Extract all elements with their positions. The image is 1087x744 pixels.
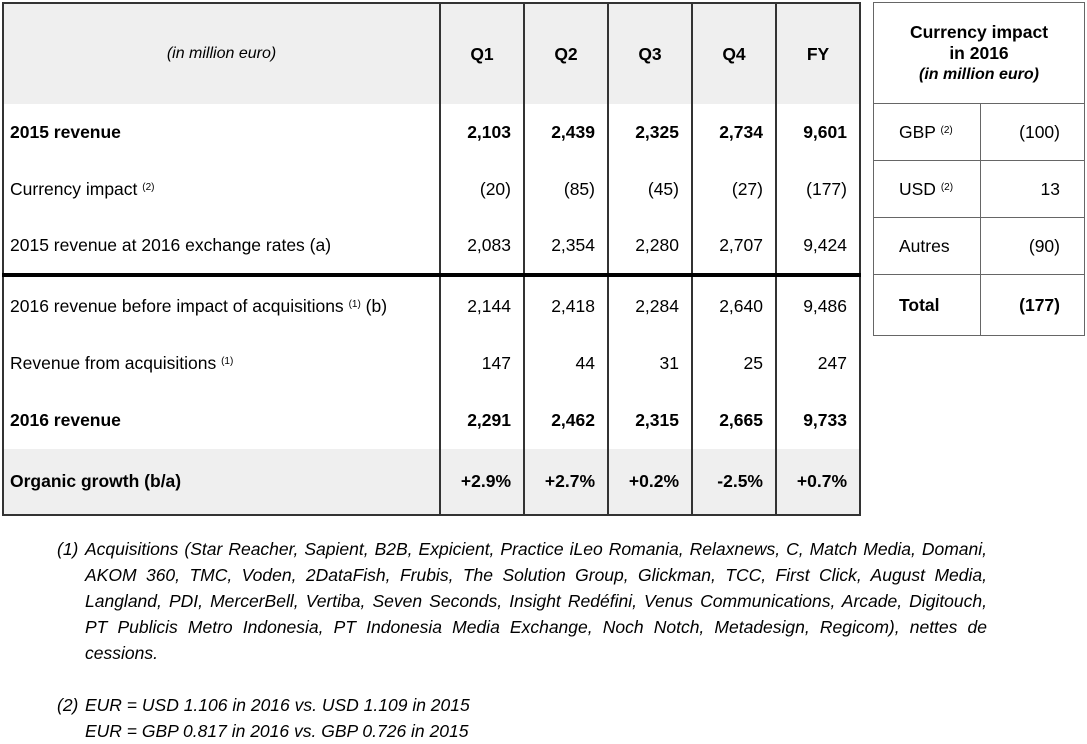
row-label: 2015 revenue — [2, 104, 441, 161]
cell-value: 44 — [523, 335, 609, 392]
footnote-text-line2: EUR = GBP 0.817 in 2016 vs. GBP 0.726 in… — [85, 721, 469, 741]
currency-row: GBP (2) (100) — [873, 103, 1085, 161]
cell-value: 2,325 — [607, 104, 693, 161]
cell-value: 2,665 — [691, 392, 777, 449]
currency-impact-table: Currency impact in 2016 (in million euro… — [873, 2, 1085, 336]
currency-title-line2: in 2016 — [949, 42, 1009, 63]
cell-value: 2,640 — [691, 273, 777, 335]
cell-value: 2,315 — [607, 392, 693, 449]
footnote-marker: (1) — [57, 539, 79, 559]
cell-value: 2,103 — [439, 104, 525, 161]
cell-value: 2,354 — [523, 218, 609, 275]
table-row: 2016 revenue 2,291 2,462 2,315 2,665 9,7… — [2, 392, 861, 449]
cell-value: 9,601 — [775, 104, 861, 161]
currency-total-row: Total (177) — [873, 274, 1085, 336]
cell-value: 2,144 — [439, 273, 525, 335]
table-row: Revenue from acquisitions (1) 147 44 31 … — [2, 335, 861, 392]
cell-value: 147 — [439, 335, 525, 392]
currency-label: Autres — [873, 217, 981, 275]
cell-value: 9,733 — [775, 392, 861, 449]
currency-value: (90) — [980, 217, 1085, 275]
cell-value: (85) — [523, 161, 609, 218]
currency-title-line1: Currency impact — [909, 21, 1049, 42]
currency-row: Autres (90) — [873, 217, 1085, 275]
revenue-table: (in million euro) Q1 Q2 Q3 Q4 FY 2015 re… — [2, 2, 861, 516]
table-row: 2015 revenue 2,103 2,439 2,325 2,734 9,6… — [2, 104, 861, 161]
cell-value: 2,418 — [523, 273, 609, 335]
table-header-row: (in million euro) Q1 Q2 Q3 Q4 FY — [2, 2, 861, 104]
cell-value: +2.9% — [439, 449, 525, 516]
column-header-q4: Q4 — [691, 2, 777, 104]
footnote-marker: (2) — [57, 695, 79, 715]
cell-value: (45) — [607, 161, 693, 218]
table-row: Currency impact (2) (20) (85) (45) (27) … — [2, 161, 861, 218]
footnotes: (1) Acquisitions (Star Reacher, Sapient,… — [57, 536, 987, 744]
footnote-text: Acquisitions (Star Reacher, Sapient, B2B… — [85, 539, 987, 663]
row-label: 2016 revenue before impact of acquisitio… — [2, 273, 441, 335]
cell-value: 2,734 — [691, 104, 777, 161]
row-label: Organic growth (b/a) — [2, 449, 441, 516]
cell-value: 2,284 — [607, 273, 693, 335]
cell-value: 2,083 — [439, 218, 525, 275]
cell-value: +0.2% — [607, 449, 693, 516]
footnote-ref: (2) — [940, 124, 953, 136]
cell-value: 2,462 — [523, 392, 609, 449]
cell-value: 247 — [775, 335, 861, 392]
currency-label: USD (2) — [873, 160, 981, 218]
row-label: Revenue from acquisitions (1) — [2, 335, 441, 392]
footnote-text-line1: EUR = USD 1.106 in 2016 vs. USD 1.109 in… — [85, 695, 470, 715]
cell-value: 9,424 — [775, 218, 861, 275]
footnote-1: (1) Acquisitions (Star Reacher, Sapient,… — [57, 536, 987, 666]
currency-row: USD (2) 13 — [873, 160, 1085, 218]
column-header-q3: Q3 — [607, 2, 693, 104]
cell-value: 2,280 — [607, 218, 693, 275]
footnote-ref: (1) — [348, 298, 361, 310]
row-label: Currency impact (2) — [2, 161, 441, 218]
cell-value: 2,291 — [439, 392, 525, 449]
cell-value: +0.7% — [775, 449, 861, 516]
cell-value: +2.7% — [523, 449, 609, 516]
footnote-ref: (2) — [940, 181, 954, 193]
cell-value: 9,486 — [775, 273, 861, 335]
currency-table-title: Currency impact in 2016 (in million euro… — [873, 2, 1085, 104]
column-header-fy: FY — [775, 2, 861, 104]
currency-value: (100) — [980, 103, 1085, 161]
cell-value: (20) — [439, 161, 525, 218]
cell-value: (27) — [691, 161, 777, 218]
cell-value: 2,439 — [523, 104, 609, 161]
cell-value: (177) — [775, 161, 861, 218]
table-row: Organic growth (b/a) +2.9% +2.7% +0.2% -… — [2, 449, 861, 516]
unit-label: (in million euro) — [2, 2, 441, 104]
table-row: 2015 revenue at 2016 exchange rates (a) … — [2, 218, 861, 275]
column-header-q2: Q2 — [523, 2, 609, 104]
cell-value: 31 — [607, 335, 693, 392]
column-header-q1: Q1 — [439, 2, 525, 104]
currency-unit-label: (in million euro) — [919, 65, 1039, 83]
footnote-ref: (2) — [142, 182, 155, 193]
row-label: 2016 revenue — [2, 392, 441, 449]
currency-label: GBP (2) — [873, 103, 981, 161]
currency-total-label: Total — [873, 274, 981, 336]
currency-total-value: (177) — [980, 274, 1085, 336]
cell-value: 25 — [691, 335, 777, 392]
row-label: 2015 revenue at 2016 exchange rates (a) — [2, 218, 441, 275]
cell-value: 2,707 — [691, 218, 777, 275]
footnote-2: (2) EUR = USD 1.106 in 2016 vs. USD 1.10… — [57, 692, 987, 744]
table-row: 2016 revenue before impact of acquisitio… — [2, 273, 861, 335]
currency-value: 13 — [980, 160, 1085, 218]
cell-value: -2.5% — [691, 449, 777, 516]
footnote-ref: (1) — [221, 356, 234, 367]
